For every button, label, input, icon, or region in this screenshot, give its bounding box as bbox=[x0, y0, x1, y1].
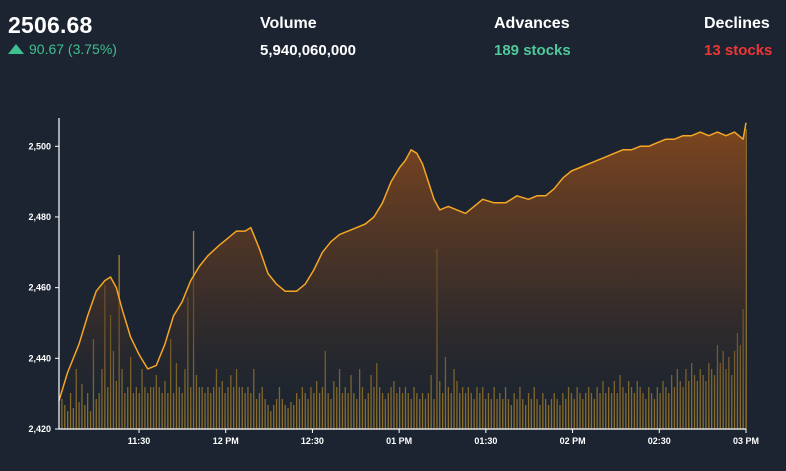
index-change-value: 90.67 (3.75%) bbox=[29, 41, 117, 57]
y-tick-label: 2,460 bbox=[28, 283, 51, 293]
volume-value: 5,940,060,000 bbox=[260, 42, 356, 59]
advances-value: 189 stocks bbox=[494, 42, 571, 59]
price-area bbox=[59, 122, 746, 429]
triangle-up-icon bbox=[8, 44, 24, 54]
y-axis-ticks: 2,420 2,440 2,460 2,480 2,500 bbox=[28, 141, 59, 434]
x-tick-label: 02:30 bbox=[648, 436, 671, 446]
index-value: 2506.68 bbox=[8, 12, 93, 38]
y-tick-label: 2,480 bbox=[28, 212, 51, 222]
y-tick-label: 2,500 bbox=[28, 141, 51, 151]
declines-value: 13 stocks bbox=[704, 42, 773, 59]
y-tick-label: 2,420 bbox=[28, 424, 51, 434]
volume-label: Volume bbox=[260, 15, 317, 32]
advances-label: Advances bbox=[494, 15, 570, 32]
x-tick-label: 12 PM bbox=[213, 436, 239, 446]
x-tick-label: 12:30 bbox=[301, 436, 324, 446]
x-tick-label: 03 PM bbox=[733, 436, 759, 446]
x-tick-label: 01:30 bbox=[474, 436, 497, 446]
volume-stat: Volume 5,940,060,000 bbox=[260, 14, 356, 61]
y-tick-label: 2,440 bbox=[28, 353, 51, 363]
x-tick-label: 11:30 bbox=[128, 436, 151, 446]
x-tick-label: 02 PM bbox=[560, 436, 586, 446]
price-line bbox=[58, 122, 747, 401]
index-change: 90.67 (3.75%) bbox=[8, 41, 117, 57]
index-summary: 2506.68 90.67 (3.75%) bbox=[8, 10, 117, 57]
declines-label: Declines bbox=[704, 15, 770, 32]
volume-bar bbox=[745, 129, 747, 429]
advances-stat: Advances 189 stocks bbox=[494, 14, 571, 61]
x-axis-ticks: 11:30 12 PM 12:30 01 PM 01:30 02 PM 02:30 03 PM bbox=[128, 429, 759, 446]
declines-stat: Declines 13 stocks bbox=[704, 14, 772, 61]
x-tick-label: 01 PM bbox=[386, 436, 412, 446]
